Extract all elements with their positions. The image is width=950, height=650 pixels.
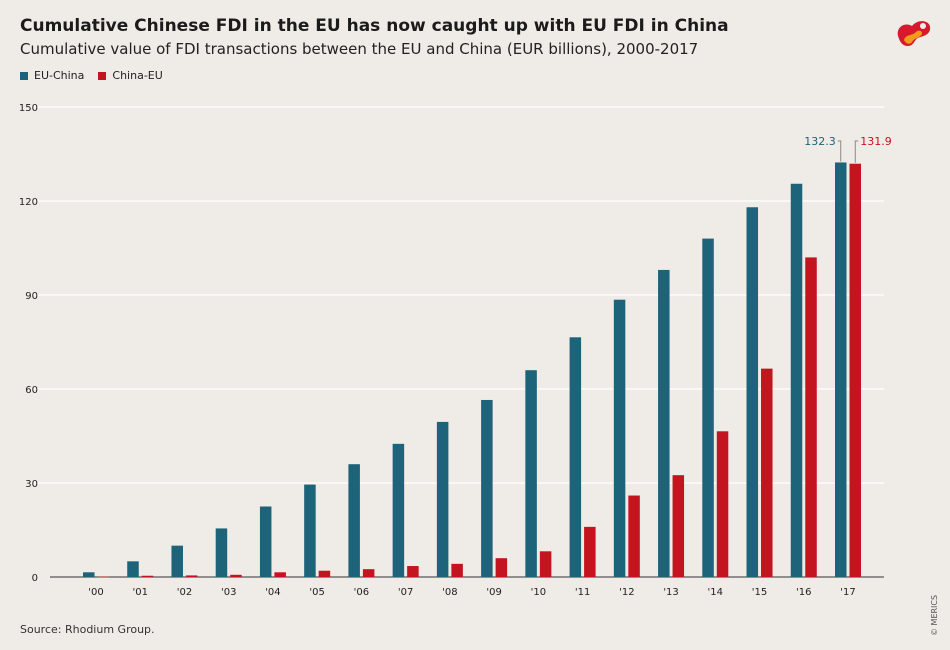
- bar-china-eu: [407, 566, 419, 577]
- legend-label-china-eu: China-EU: [112, 69, 163, 82]
- x-tick-label: '14: [708, 587, 723, 598]
- bar-eu-china: [436, 421, 449, 577]
- credit-note: © MERICS: [930, 594, 939, 636]
- bar-eu-china: [171, 545, 183, 577]
- bar-china-eu: [185, 575, 198, 577]
- y-axis-ticks: 0 30 60 90 120 150: [19, 103, 38, 584]
- bar-china-eu: [141, 575, 154, 577]
- x-tick-label: '03: [221, 587, 236, 598]
- bar-eu-china: [215, 528, 228, 577]
- bar-china-eu: [362, 569, 375, 577]
- x-tick-label: '15: [752, 587, 767, 598]
- chart-title: Cumulative Chinese FDI in the EU has now…: [20, 16, 729, 36]
- bar-eu-china: [613, 299, 626, 577]
- bar-eu-china: [127, 561, 139, 577]
- x-tick-label: '13: [663, 587, 678, 598]
- bar-china-eu: [761, 368, 773, 577]
- bar-eu-china: [392, 443, 405, 577]
- bar-china-eu: [230, 574, 242, 577]
- bar-china-eu: [274, 572, 286, 577]
- bar-eu-china: [790, 183, 803, 577]
- x-tick-label: '04: [265, 587, 280, 598]
- bar-china-eu: [805, 257, 817, 577]
- x-tick-label: '16: [796, 587, 811, 598]
- annotation-leader: [837, 140, 842, 162]
- annotation-leader: [854, 140, 859, 163]
- bar-china-eu: [672, 475, 685, 577]
- bar-china-eu: [716, 431, 729, 577]
- bar-eu-china: [835, 162, 847, 577]
- x-tick-label: '00: [88, 587, 103, 598]
- bar-china-eu: [628, 495, 640, 577]
- annotation-label-eu-china: 132.3: [804, 135, 836, 148]
- x-tick-label: '09: [486, 587, 501, 598]
- x-tick-label: '12: [619, 587, 634, 598]
- legend-item-eu-china: EU-China: [20, 69, 84, 82]
- bar-eu-china: [658, 269, 670, 577]
- legend: EU-China China-EU: [20, 69, 163, 82]
- x-tick-label: '10: [531, 587, 546, 598]
- y-tick-label: 0: [32, 573, 38, 584]
- bars: [83, 162, 861, 578]
- y-tick-label: 120: [19, 197, 38, 208]
- x-tick-label: '17: [840, 587, 855, 598]
- bar-china-eu: [584, 526, 596, 577]
- y-tick-label: 30: [25, 479, 38, 490]
- bar-eu-china: [746, 207, 759, 577]
- bar-china-eu: [849, 163, 861, 578]
- bar-eu-china: [525, 370, 537, 577]
- annotations: 132.3 131.9: [804, 135, 892, 163]
- x-tick-label: '07: [398, 587, 413, 598]
- bar-eu-china: [702, 238, 714, 577]
- x-tick-label: '01: [132, 587, 147, 598]
- bar-eu-china: [259, 506, 272, 577]
- bar-china-eu: [495, 558, 508, 577]
- bar-china-eu: [318, 570, 331, 577]
- legend-swatch-eu-china: [20, 71, 28, 80]
- y-tick-label: 90: [25, 291, 38, 302]
- bar-china-eu: [539, 551, 552, 577]
- bar-china-eu: [451, 563, 463, 577]
- x-tick-label: '02: [177, 587, 192, 598]
- legend-item-china-eu: China-EU: [98, 69, 163, 82]
- x-tick-label: '11: [575, 587, 590, 598]
- chart-subtitle: Cumulative value of FDI transactions bet…: [20, 40, 699, 58]
- bar-eu-china: [481, 399, 493, 577]
- bar-china-eu: [97, 576, 109, 578]
- x-axis-ticks: '00 '01 '02 '03 '04 '05 '06 '07 '08 '09 '10 '11 '12 '…: [88, 587, 855, 598]
- bar-eu-china: [569, 337, 582, 577]
- bar-eu-china: [348, 464, 360, 577]
- y-tick-label: 60: [25, 385, 38, 396]
- y-tick-label: 150: [19, 103, 38, 114]
- annotation-label-china-eu: 131.9: [860, 135, 892, 148]
- bar-eu-china: [304, 484, 316, 577]
- x-tick-label: '05: [309, 587, 324, 598]
- legend-swatch-china-eu: [98, 71, 107, 80]
- x-tick-label: '08: [442, 587, 457, 598]
- legend-label-eu-china: EU-China: [34, 69, 85, 82]
- x-tick-label: '06: [354, 587, 369, 598]
- source-note: Source: Rhodium Group.: [20, 623, 155, 636]
- bar-eu-china: [83, 572, 95, 577]
- merics-logo-icon: [897, 21, 931, 46]
